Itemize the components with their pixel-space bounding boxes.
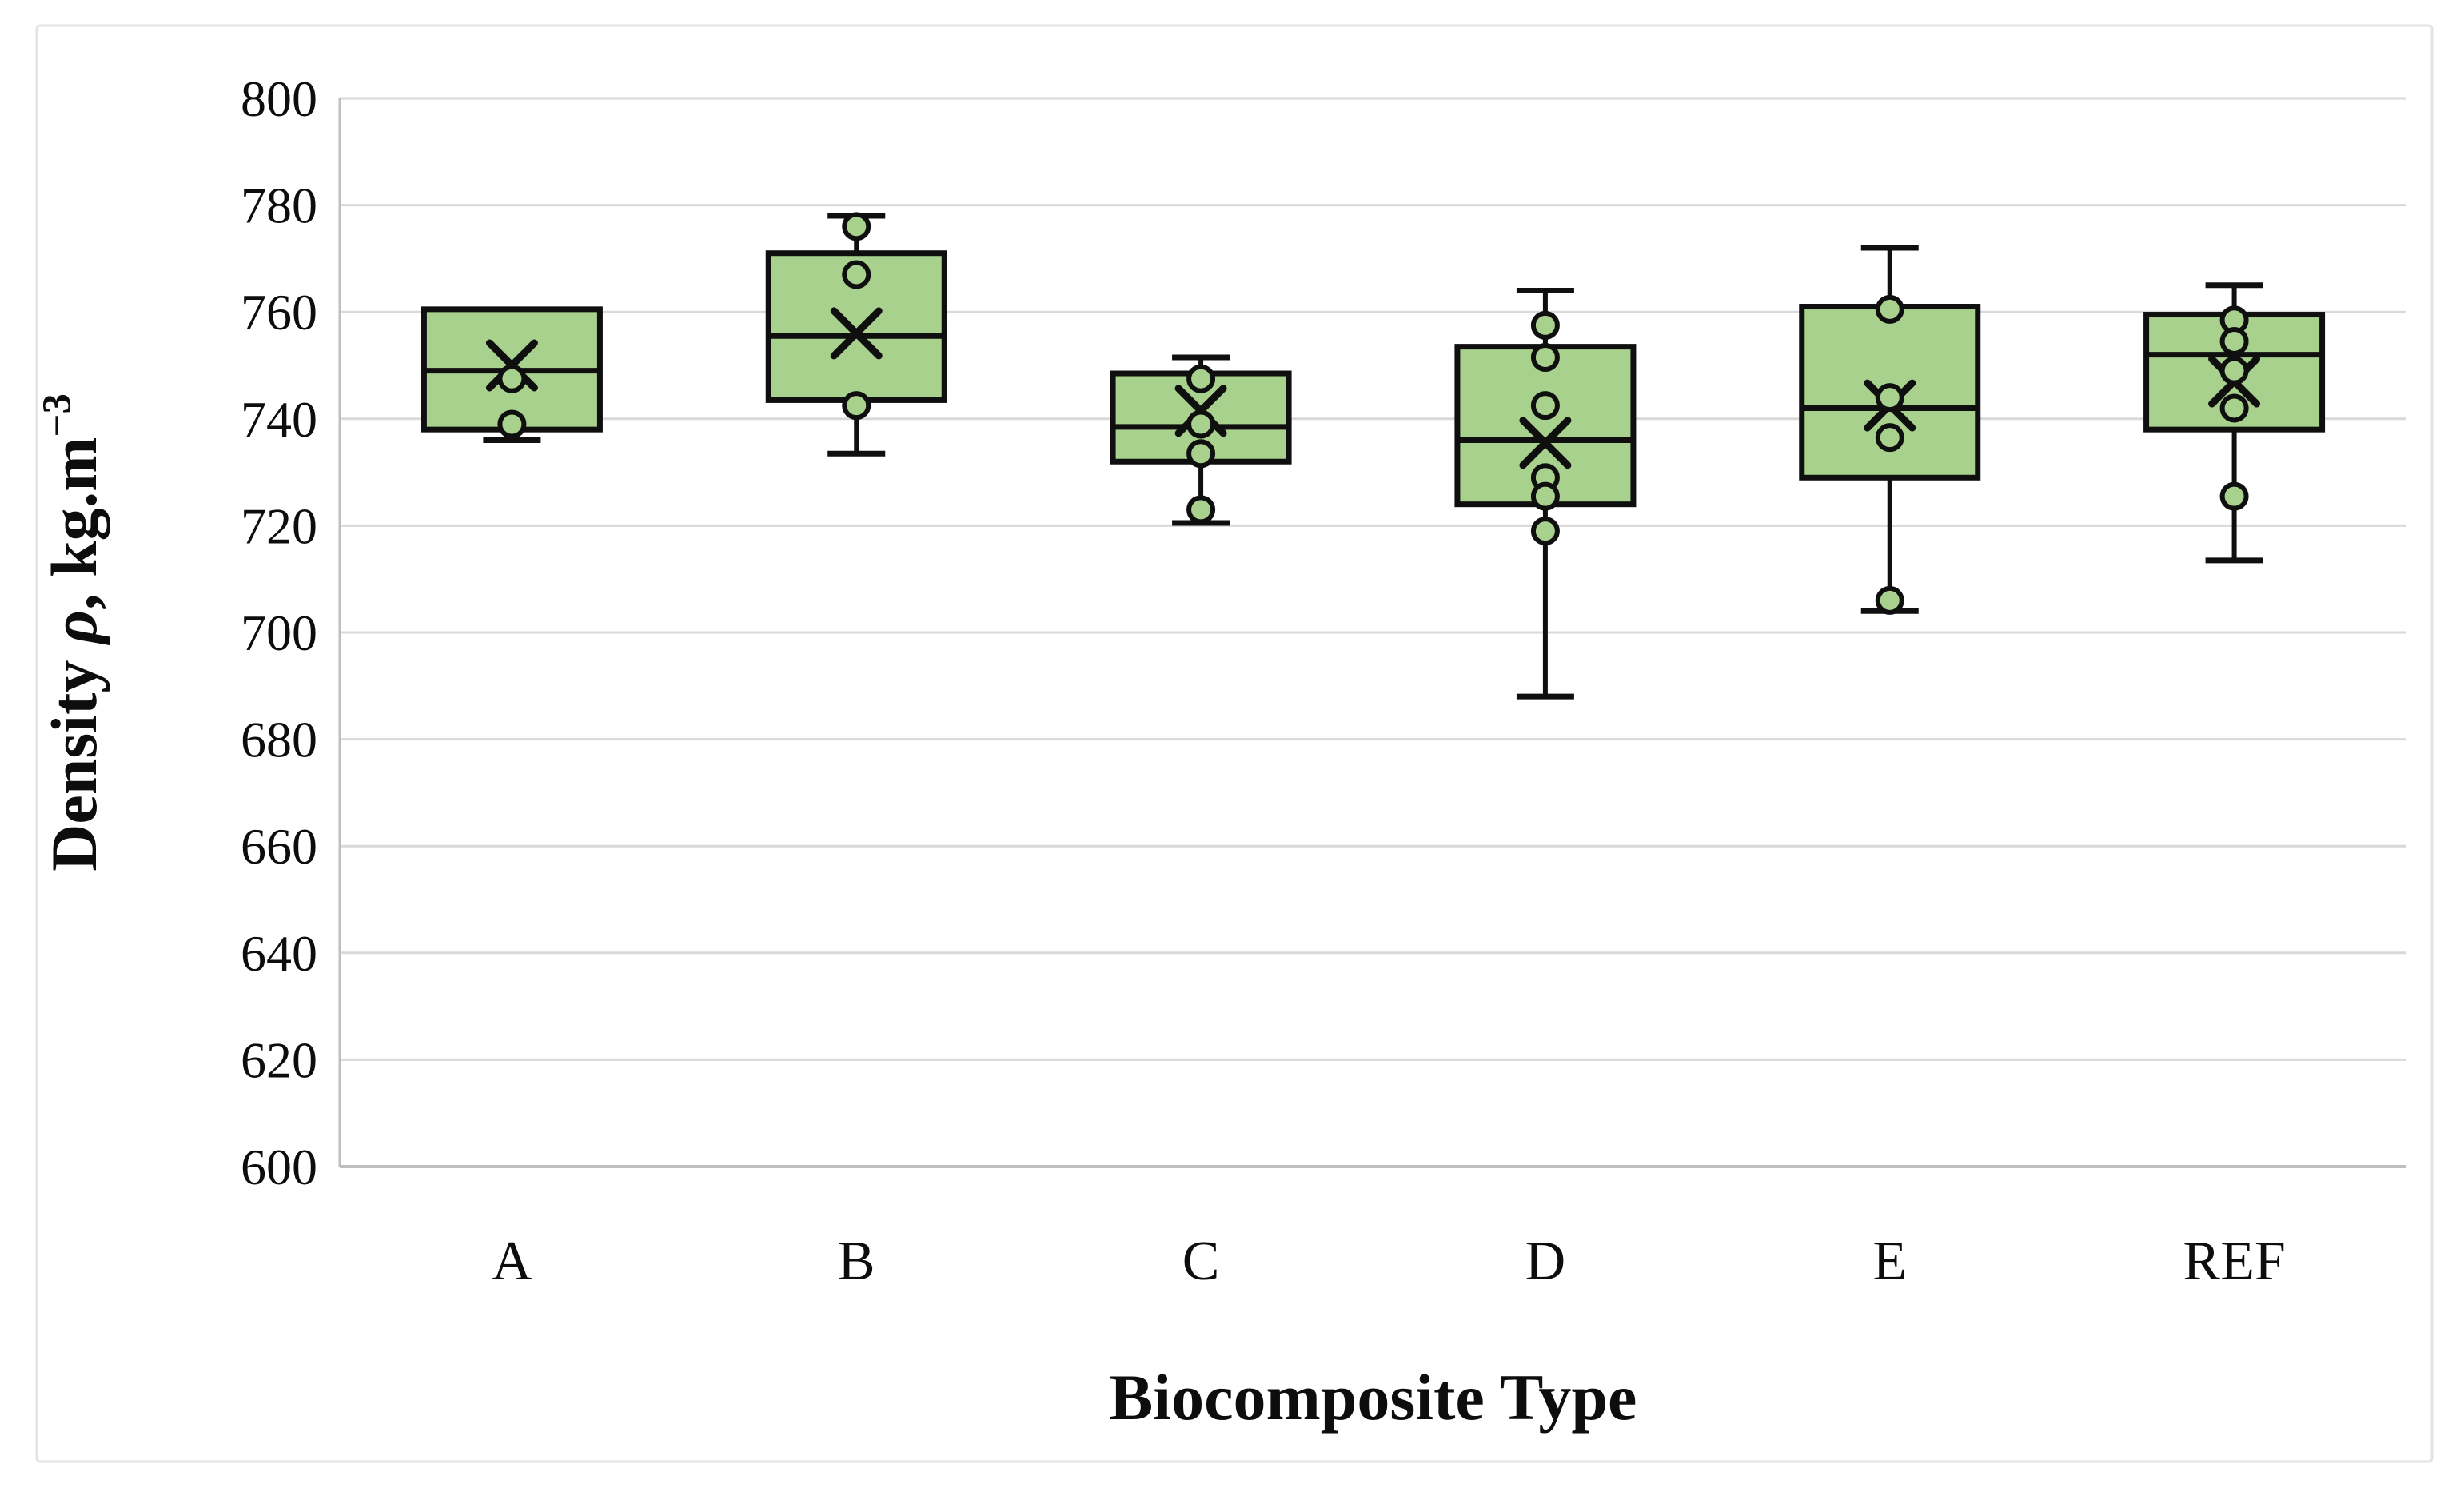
y-tick-label: 600: [241, 1139, 317, 1195]
x-category-label: D: [1525, 1231, 1566, 1292]
series-layer: [421, 212, 2326, 700]
axis-layer: [338, 98, 2406, 1168]
box-plot-D: [1454, 287, 1637, 700]
data-point-circle: [2219, 326, 2249, 356]
data-point-circle: [842, 260, 871, 289]
x-category-label: B: [838, 1231, 875, 1292]
mean-x-marker: [1519, 417, 1572, 469]
x-category-label: A: [492, 1231, 532, 1292]
data-point-circle: [2219, 481, 2249, 511]
data-point-circle: [1530, 391, 1560, 421]
x-category-label: C: [1182, 1231, 1220, 1292]
y-tick-label: 760: [241, 284, 317, 341]
x-axis-title: Biocomposite Type: [1110, 1361, 1637, 1434]
data-point-circle: [1875, 585, 1904, 615]
data-point-circle: [1530, 481, 1560, 511]
y-tick-label: 740: [241, 391, 317, 448]
data-point-circle: [1186, 495, 1216, 525]
box-plot-C: [1110, 354, 1292, 526]
label-layer: 600 620 640 660 680 700 720 740 760 780 800 A B C D E RE…: [34, 70, 2286, 1434]
grid-layer: [340, 97, 2406, 1168]
y-tick-label: 660: [241, 818, 317, 875]
data-point-circle: [1875, 423, 1904, 453]
data-point-circle: [497, 409, 527, 439]
data-point-circle: [1530, 310, 1560, 340]
y-tick-label: 700: [241, 604, 317, 661]
box-plot-B: [765, 212, 947, 457]
y-tick-label: 680: [241, 712, 317, 768]
data-point-circle: [1186, 439, 1216, 469]
data-point-circle: [1186, 409, 1216, 439]
data-point-circle: [1530, 342, 1560, 372]
data-point-circle: [1875, 294, 1904, 324]
y-tick-label: 780: [241, 178, 317, 234]
mean-x-marker: [830, 307, 883, 360]
data-point-circle: [1875, 383, 1904, 413]
y-tick-label: 640: [241, 925, 317, 982]
box-plot-A: [421, 306, 603, 444]
y-axis-title: Density ρ, kg.m−3: [34, 393, 110, 872]
figure-border: [35, 24, 2434, 1463]
y-tick-label: 620: [241, 1031, 317, 1088]
y-tick-label: 800: [241, 70, 317, 127]
data-point-circle: [1186, 364, 1216, 393]
data-point-circle: [842, 391, 871, 421]
data-point-circle: [2219, 393, 2249, 423]
box-plot-REF: [2143, 282, 2326, 564]
x-category-label: E: [1872, 1231, 1907, 1292]
data-point-circle: [1530, 517, 1560, 546]
x-category-label: REF: [2183, 1231, 2285, 1292]
data-point-circle: [2219, 356, 2249, 385]
box-plot-E: [1799, 245, 1981, 615]
y-tick-label: 720: [241, 497, 317, 554]
data-point-circle: [497, 364, 527, 393]
data-point-circle: [842, 212, 871, 241]
